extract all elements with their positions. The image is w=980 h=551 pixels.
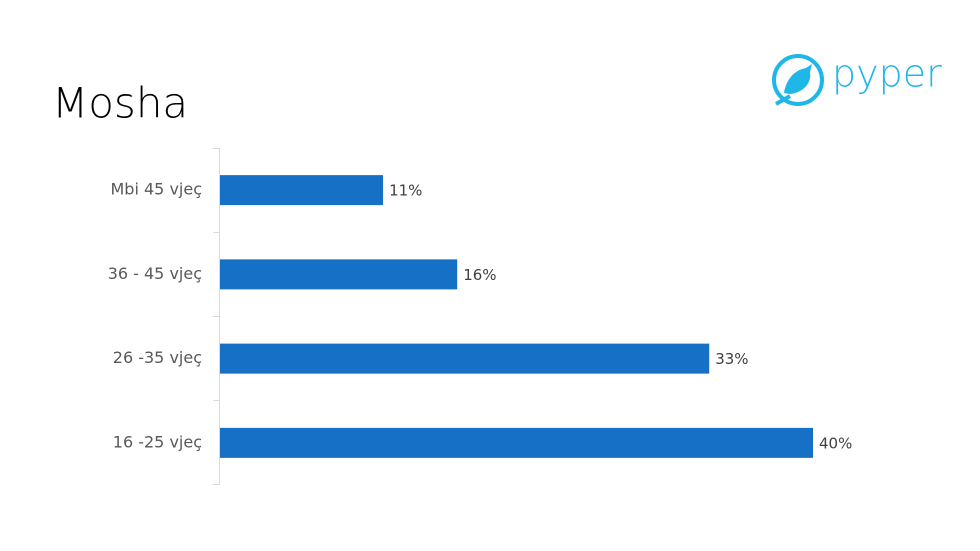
category-label: 26 -35 vjeç (113, 348, 202, 367)
logo-tail (775, 94, 791, 106)
bar (220, 343, 710, 374)
value-label: 33% (715, 350, 748, 368)
logo-ring (772, 54, 824, 106)
value-label: 40% (819, 434, 852, 452)
logo-bird (784, 64, 812, 94)
category-label: 16 -25 vjeç (113, 432, 202, 451)
logo-text: pyper (832, 52, 942, 96)
category-label: 36 - 45 vjeç (108, 264, 202, 283)
value-label: 11% (389, 182, 422, 200)
category-axis (213, 148, 220, 485)
bar (220, 427, 813, 458)
bar (220, 259, 458, 290)
chart-title: Mosha (52, 79, 188, 128)
logo: pyper (772, 52, 942, 106)
category-label: Mbi 45 vjeç (111, 180, 203, 199)
bar (220, 175, 384, 206)
value-label: 16% (463, 266, 496, 284)
